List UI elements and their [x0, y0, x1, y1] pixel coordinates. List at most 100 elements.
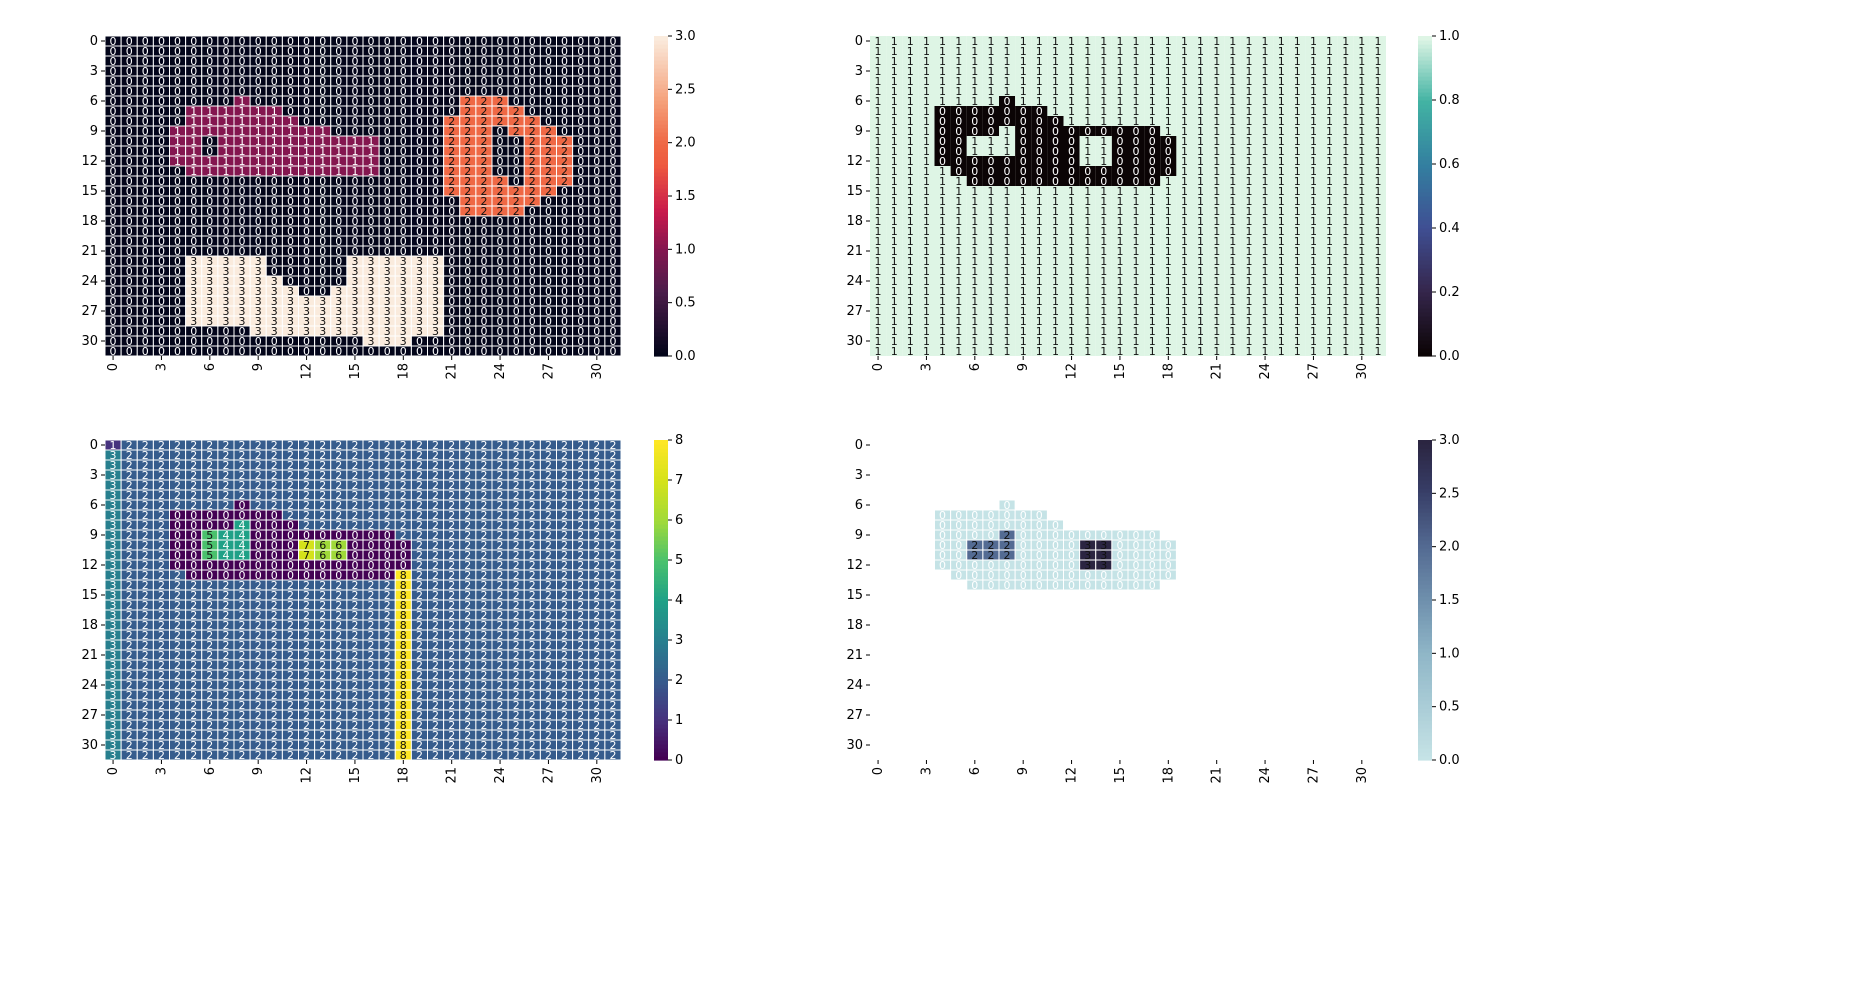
colorbar-segment: [1418, 104, 1432, 109]
cell-value-label: 1: [987, 345, 994, 358]
cell-value-label: 0: [384, 345, 391, 358]
colorbar-segment: [1418, 152, 1432, 157]
colorbar-segment: [1418, 284, 1432, 289]
colorbar-segment: [1418, 72, 1432, 77]
colorbar-tick-label: 2.5: [675, 82, 696, 97]
colorbar-segment: [654, 316, 668, 321]
cell-value-label: 1: [1294, 345, 1301, 358]
colorbar-segment: [654, 248, 668, 253]
colorbar-segment: [1418, 132, 1432, 137]
colorbar-tick-label: 0.0: [675, 349, 696, 364]
colorbar-segment: [654, 272, 668, 277]
cell-value-label: 1: [907, 345, 914, 358]
colorbar-segment: [1418, 348, 1432, 353]
x-tick-label: 18: [1161, 363, 1176, 380]
x-tick-label: 15: [348, 363, 363, 380]
colorbar-segment: [1418, 124, 1432, 129]
colorbar-tick-label: 0.8: [1439, 93, 1460, 108]
colorbar-segment: [1418, 204, 1432, 209]
colorbar-segment: [654, 120, 668, 125]
colorbar-segment: [654, 80, 668, 85]
colorbar-tick-label: 1.0: [675, 242, 696, 257]
heatmap-cells: [105, 440, 621, 760]
colorbar-segment: [654, 204, 668, 209]
y-tick-label: 18: [81, 214, 98, 229]
colorbar-segment: [1418, 140, 1432, 145]
colorbar-segment: [1418, 236, 1432, 241]
colorbar-segment: [1418, 268, 1432, 273]
y-tick-label: 0: [90, 34, 98, 49]
cell-value-label: 0: [368, 345, 375, 358]
y-tick-label: 21: [846, 244, 863, 259]
colorbar-segment: [654, 112, 668, 117]
colorbar-tick-label: 1.5: [675, 189, 696, 204]
cell-value-label: 0: [271, 345, 278, 358]
cell-value-label: 1: [1004, 345, 1011, 358]
colorbar-segment: [1418, 276, 1432, 281]
colorbar-segment: [654, 232, 668, 237]
colorbar-segment: [654, 64, 668, 69]
cell-value-label: 1: [1036, 345, 1043, 358]
colorbar-segment: [654, 132, 668, 137]
colorbar-segment: [654, 320, 668, 325]
colorbar-segment: [1418, 144, 1432, 149]
colorbar-segment: [1418, 216, 1432, 221]
y-tick-label: 24: [81, 274, 98, 289]
y-tick-label: 27: [81, 304, 98, 319]
x-tick-label: 6: [203, 363, 218, 371]
colorbar-segment: [1418, 116, 1432, 121]
colorbar-segment: [1418, 352, 1432, 357]
colorbar-segment: [654, 100, 668, 105]
colorbar-segment: [654, 152, 668, 157]
colorbar-segment: [654, 92, 668, 97]
colorbar-segment: [1418, 316, 1432, 321]
colorbar-segment: [654, 116, 668, 121]
colorbar-segment: [1418, 308, 1432, 313]
x-tick-label: 30: [590, 363, 605, 380]
colorbar-segment: [654, 184, 668, 189]
y-tick-label: 12: [846, 154, 863, 169]
colorbar-segment: [1418, 192, 1432, 197]
cell-value-label: 1: [1133, 345, 1140, 358]
colorbar-segment: [654, 168, 668, 173]
colorbar-segment: [654, 228, 668, 233]
colorbar-segment: [1418, 100, 1432, 105]
cell-value-label: 1: [891, 345, 898, 358]
colorbar: 0.00.20.40.60.81.0: [1418, 29, 1460, 364]
colorbar-segment: [1418, 96, 1432, 101]
colorbar-segment: [1418, 52, 1432, 57]
colorbar-segment: [654, 96, 668, 101]
colorbar-segment: [1418, 184, 1432, 189]
colorbar-segment: [1418, 288, 1432, 293]
x-tick-label: 15: [1113, 363, 1128, 380]
colorbar-segment: [654, 68, 668, 73]
colorbar-segment: [654, 208, 668, 213]
colorbar-segment: [654, 140, 668, 145]
colorbar-segment: [654, 164, 668, 169]
cell-value-label: 0: [190, 345, 197, 358]
colorbar-segment: [654, 36, 668, 41]
cell-value-label: 1: [1197, 345, 1204, 358]
colorbar-segment: [1418, 312, 1432, 317]
y-tick-label: 3: [855, 64, 863, 79]
x-tick-label: 24: [1258, 363, 1273, 380]
colorbar-segment: [654, 88, 668, 93]
colorbar-segment: [654, 84, 668, 89]
y-tick-label: 30: [81, 334, 98, 349]
colorbar-segment: [654, 280, 668, 285]
x-tick-label: 27: [1306, 363, 1321, 380]
cell-value-label: 1: [1342, 345, 1349, 358]
cell-value-label: 0: [480, 345, 487, 358]
cell-value-label: 1: [1229, 345, 1236, 358]
colorbar-segment: [654, 56, 668, 61]
colorbar-segment: [1418, 320, 1432, 325]
colorbar-tick-label: 0.0: [1439, 349, 1460, 364]
cell-value-label: 0: [529, 345, 536, 358]
colorbar-segment: [1418, 272, 1432, 277]
colorbar-segment: [1418, 88, 1432, 93]
x-tick-label: 12: [300, 363, 315, 380]
